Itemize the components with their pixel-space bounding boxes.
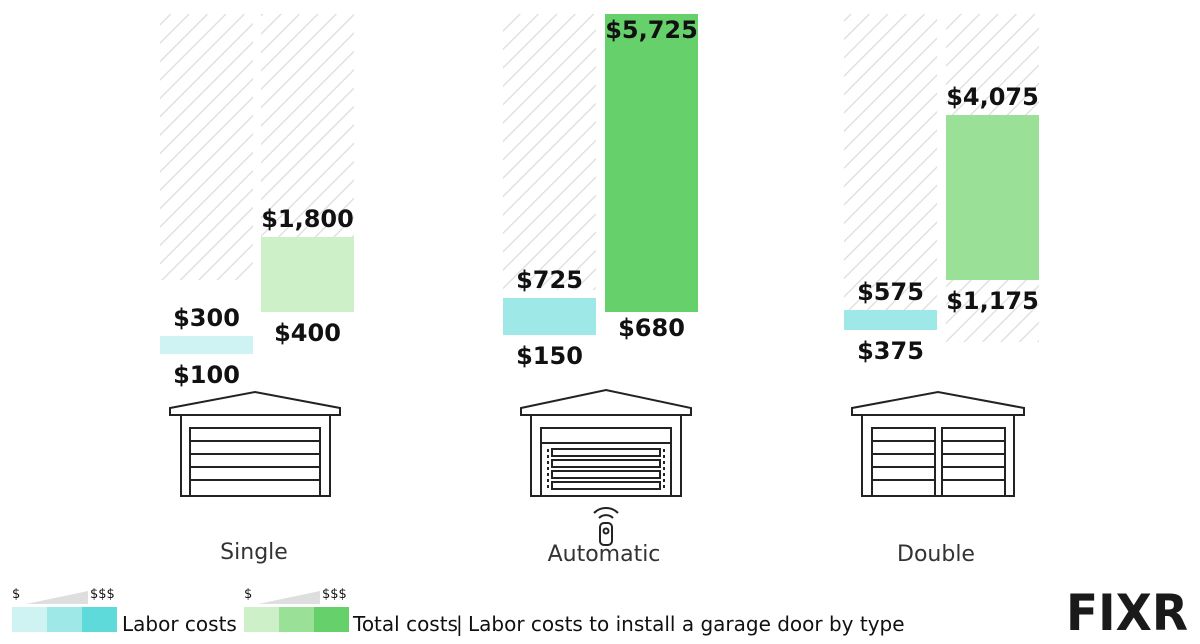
category-label-automatic: Automatic <box>548 542 661 567</box>
legend-total-swatch-1 <box>244 607 279 632</box>
data-label-automatic-total-low: $680 <box>618 314 685 342</box>
legend-total-swatch-2 <box>279 607 314 632</box>
legend-labor: $ $$$ Labor costs <box>12 587 237 636</box>
bar-automatic-total <box>605 14 698 312</box>
double-garage-icon <box>851 390 1025 497</box>
category-label-double: Double <box>897 542 975 567</box>
data-label-automatic-labor-low: $150 <box>516 342 583 370</box>
legend-labor-scale-wedge <box>26 591 88 604</box>
legend-total: $ $$$ Total costs | Labor costs to insta… <box>244 587 905 636</box>
legend-total-high-symbol: $$$ <box>322 587 347 602</box>
data-label-double-labor-high: $575 <box>857 278 924 306</box>
single-garage-icon <box>169 390 341 497</box>
data-label-double-total-low: $1,175 <box>946 287 1039 315</box>
legend-labor-swatch-3 <box>82 607 117 632</box>
legend-labor-swatch-2 <box>47 607 82 632</box>
legend-total-scale-wedge <box>258 591 320 604</box>
bar-background-automatic-labor <box>503 14 596 290</box>
legend-separator: | <box>456 612 463 636</box>
data-label-single-total-high: $1,800 <box>261 205 354 233</box>
automatic-garage-icon <box>520 388 692 497</box>
data-label-single-total-low: $400 <box>274 319 341 347</box>
bar-automatic-labor <box>503 298 596 335</box>
data-label-automatic-labor-high: $725 <box>516 266 583 294</box>
fixr-logo: FIXR <box>1066 584 1188 642</box>
data-label-single-labor-low: $100 <box>173 361 240 389</box>
legend-total-swatch-3 <box>314 607 349 632</box>
bar-double-total <box>946 115 1039 280</box>
bar-double-labor <box>844 310 937 330</box>
bar-single-total <box>261 237 354 312</box>
legend-labor-swatch-1 <box>12 607 47 632</box>
data-label-single-labor-high: $300 <box>173 304 240 332</box>
data-label-double-labor-low: $375 <box>857 337 924 365</box>
bar-background-single-labor <box>160 14 253 280</box>
bar-single-labor <box>160 336 253 354</box>
chart-caption: Labor costs to install a garage door by … <box>468 612 905 636</box>
plot-area: $300 $100 $1,800 $400 $725 $150 $5,725 $680 $575… <box>160 14 1039 389</box>
legend-total-label: Total costs <box>352 612 458 636</box>
legend-total-low-symbol: $ <box>244 587 252 602</box>
remote-icon <box>593 507 619 546</box>
data-label-double-total-high: $4,075 <box>946 83 1039 111</box>
bar-background-double-labor <box>844 14 937 326</box>
legend-labor-high-symbol: $$$ <box>90 587 115 602</box>
legend-labor-low-symbol: $ <box>12 587 20 602</box>
category-label-single: Single <box>220 540 288 565</box>
legend-labor-label: Labor costs <box>122 612 237 636</box>
data-label-automatic-total-high: $5,725 <box>605 16 698 44</box>
